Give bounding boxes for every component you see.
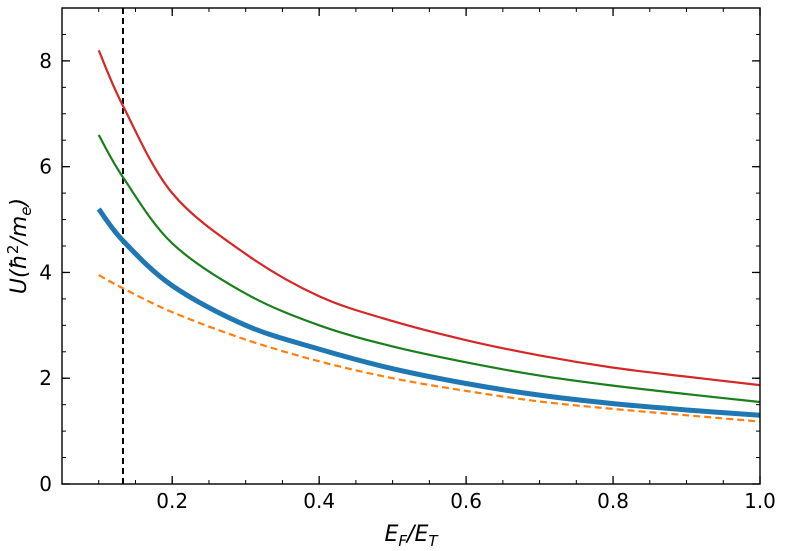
- y-tick-label: 2: [39, 366, 52, 390]
- axis-ticks: [61, 7, 761, 485]
- series-line-2: [97, 134, 760, 404]
- y-tick-label: 6: [39, 155, 52, 179]
- tick-labels: 0.2 0.4 0.6 0.8 1.0 0 2 4 6 8: [39, 49, 776, 513]
- y-tick-label: 4: [39, 260, 52, 284]
- series-line-3: [96, 207, 760, 418]
- y-tick-label: 0: [39, 472, 52, 496]
- plot-area: [96, 8, 760, 484]
- x-axis-label: EF/ET: [384, 522, 439, 550]
- x-tick-label: 1.0: [744, 489, 776, 513]
- x-tick-label: 0.8: [597, 489, 629, 513]
- y-tick-label: 8: [39, 49, 52, 73]
- x-tick-label: 0.4: [303, 489, 335, 513]
- y-axis-label: U(ħ2/me): [4, 198, 35, 294]
- series-line-4: [98, 274, 760, 423]
- x-tick-label: 0.2: [156, 489, 188, 513]
- x-tick-label: 0.6: [450, 489, 482, 513]
- series-line-1: [97, 49, 760, 387]
